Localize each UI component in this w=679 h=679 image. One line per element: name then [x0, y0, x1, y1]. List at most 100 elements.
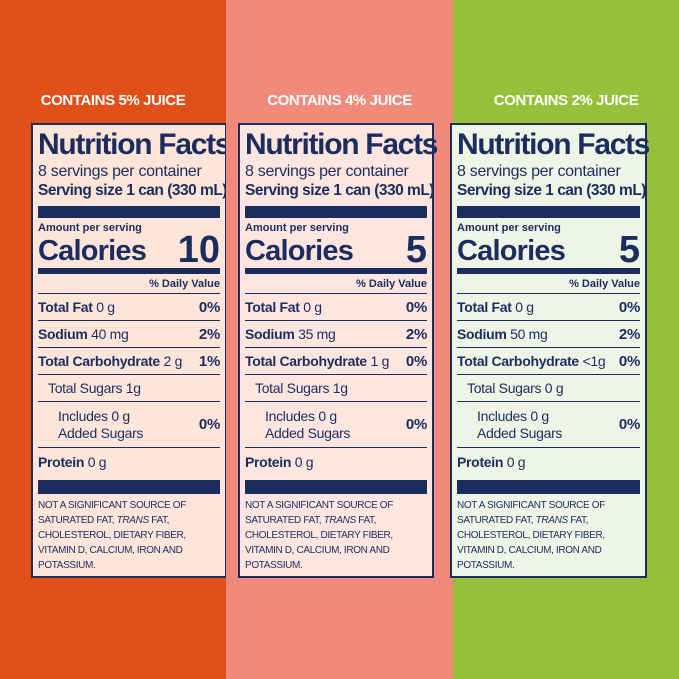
protein-amount: 0 g — [87, 453, 107, 470]
column-2-percent-juice: CONTAINS 2% JUICE Nutrition Facts 8 serv… — [450, 0, 679, 679]
total-fat-label: Total Fat — [457, 299, 512, 315]
sodium-amount: 50 mg — [510, 326, 548, 342]
carbohydrate-pct: 0% — [618, 352, 640, 370]
protein-label: Protein — [245, 453, 292, 470]
total-fat-label: Total Fat — [38, 299, 93, 315]
sugars-label: Total Sugars 0 g — [467, 380, 564, 396]
juice-label: CONTAINS 2% JUICE — [493, 92, 639, 109]
sugars-row: Total Sugars 1g — [38, 375, 220, 402]
serving-size: Serving size 1 can (330 mL) — [457, 182, 646, 199]
footnote-part-a: NOT A SIGNIFICANT SOURCE OF SATURATED FA… — [38, 500, 186, 526]
divider-bottom — [457, 480, 640, 494]
juice-label: CONTAINS 5% JUICE — [40, 92, 186, 109]
footnote-part-b: FAT, CHOLESTEROL, DIETARY FIBER, VITAMIN… — [245, 515, 393, 571]
nutrition-facts-panel: Nutrition Facts 8 servings per container… — [450, 123, 650, 578]
sodium-pct: 2% — [618, 325, 640, 343]
nutrition-facts-title: Nutrition Facts — [38, 128, 231, 161]
added-sugars-line2: Added Sugars — [58, 424, 144, 441]
divider-thick — [245, 206, 427, 218]
footnote-part-b: FAT, CHOLESTEROL, DIETARY FIBER, VITAMIN… — [38, 515, 186, 571]
nutrition-facts-panel: Nutrition Facts 8 servings per container… — [238, 123, 438, 578]
servings-per-container: 8 servings per container — [245, 163, 409, 180]
added-sugars-line1: Includes 0 g — [477, 407, 549, 424]
added-sugars-line1: Includes 0 g — [58, 407, 130, 424]
nutrition-facts-title: Nutrition Facts — [457, 128, 650, 161]
carbohydrate-row: Total Carbohydrate 2 g 1% — [38, 348, 220, 375]
calories-label: Calories — [245, 235, 354, 267]
divider-medium — [245, 268, 427, 274]
protein-label: Protein — [38, 453, 85, 470]
carbohydrate-amount: <1g — [582, 353, 606, 369]
total-fat-pct: 0% — [405, 298, 427, 316]
sodium-pct: 2% — [198, 325, 220, 343]
divider-thick — [457, 206, 640, 218]
added-sugars-line2: Added Sugars — [477, 424, 563, 441]
footnote: NOT A SIGNIFICANT SOURCE OF SATURATED FA… — [38, 498, 220, 573]
daily-value-header: % Daily Value — [38, 274, 220, 294]
sodium-row: Sodium 35 mg 2% — [245, 321, 427, 348]
divider-thick — [38, 206, 220, 218]
carbohydrate-label: Total Carbohydrate — [38, 353, 160, 369]
calories-value: 5 — [618, 229, 640, 271]
footnote-part-a: NOT A SIGNIFICANT SOURCE OF SATURATED FA… — [457, 500, 605, 526]
carbohydrate-label: Total Carbohydrate — [457, 353, 579, 369]
divider-bottom — [245, 480, 427, 494]
nutrition-facts-panel: Nutrition Facts 8 servings per container… — [31, 123, 231, 578]
total-fat-pct: 0% — [198, 298, 220, 316]
footnote: NOT A SIGNIFICANT SOURCE OF SATURATED FA… — [457, 498, 640, 573]
nutrition-facts-title: Nutrition Facts — [245, 128, 438, 161]
divider-medium — [38, 268, 220, 274]
calories-row: Calories 5 — [245, 229, 427, 271]
added-sugars-line1: Includes 0 g — [265, 407, 337, 424]
sodium-label: Sodium — [38, 326, 88, 342]
total-fat-row: Total Fat 0 g 0% — [245, 294, 427, 321]
sodium-label: Sodium — [457, 326, 507, 342]
carbohydrate-amount: 2 g — [163, 353, 183, 369]
column-4-percent-juice: CONTAINS 4% JUICE Nutrition Facts 8 serv… — [226, 0, 453, 679]
protein-amount: 0 g — [294, 453, 314, 470]
total-fat-amount: 0 g — [515, 299, 534, 315]
sodium-row: Sodium 40 mg 2% — [38, 321, 220, 348]
sodium-amount: 40 mg — [91, 326, 129, 342]
sodium-row: Sodium 50 mg 2% — [457, 321, 640, 348]
total-fat-row: Total Fat 0 g 0% — [38, 294, 220, 321]
footnote-part-a: NOT A SIGNIFICANT SOURCE OF SATURATED FA… — [245, 500, 393, 526]
sodium-pct: 2% — [405, 325, 427, 343]
sugars-label: Total Sugars 1g — [255, 380, 348, 396]
servings-per-container: 8 servings per container — [457, 163, 621, 180]
carbohydrate-pct: 1% — [198, 352, 220, 370]
footnote-trans: TRANS — [323, 515, 357, 526]
calories-label: Calories — [38, 235, 147, 267]
added-sugars-pct: 0% — [405, 416, 427, 433]
sugars-row: Total Sugars 0 g — [457, 375, 640, 402]
carbohydrate-row: Total Carbohydrate 1 g 0% — [245, 348, 427, 375]
carbohydrate-amount: 1 g — [370, 353, 390, 369]
sodium-label: Sodium — [245, 326, 295, 342]
juice-label: CONTAINS 4% JUICE — [267, 92, 412, 109]
added-sugars-row: Includes 0 g Added Sugars 0% — [38, 402, 220, 448]
total-fat-pct: 0% — [618, 298, 640, 316]
serving-size: Serving size 1 can (330 mL) — [245, 182, 434, 199]
footnote: NOT A SIGNIFICANT SOURCE OF SATURATED FA… — [245, 498, 427, 573]
sodium-amount: 35 mg — [298, 326, 336, 342]
divider-medium — [457, 268, 640, 274]
added-sugars-line2: Added Sugars — [265, 424, 351, 441]
footnote-trans: TRANS — [116, 515, 150, 526]
added-sugars-pct: 0% — [618, 416, 640, 433]
daily-value-header: % Daily Value — [457, 274, 640, 294]
carbohydrate-pct: 0% — [405, 352, 427, 370]
total-fat-label: Total Fat — [245, 299, 300, 315]
footnote-part-b: FAT, CHOLESTEROL, DIETARY FIBER, VITAMIN… — [457, 515, 605, 571]
column-5-percent-juice: CONTAINS 5% JUICE Nutrition Facts 8 serv… — [0, 0, 231, 679]
added-sugars-row: Includes 0 g Added Sugars 0% — [457, 402, 640, 448]
total-fat-amount: 0 g — [303, 299, 322, 315]
total-fat-row: Total Fat 0 g 0% — [457, 294, 640, 321]
divider-bottom — [38, 480, 220, 494]
carbohydrate-label: Total Carbohydrate — [245, 353, 367, 369]
servings-per-container: 8 servings per container — [38, 163, 202, 180]
added-sugars-pct: 0% — [198, 416, 220, 433]
calories-row: Calories 10 — [38, 231, 220, 269]
calories-row: Calories 5 — [457, 229, 640, 271]
calories-value: 5 — [405, 229, 427, 271]
